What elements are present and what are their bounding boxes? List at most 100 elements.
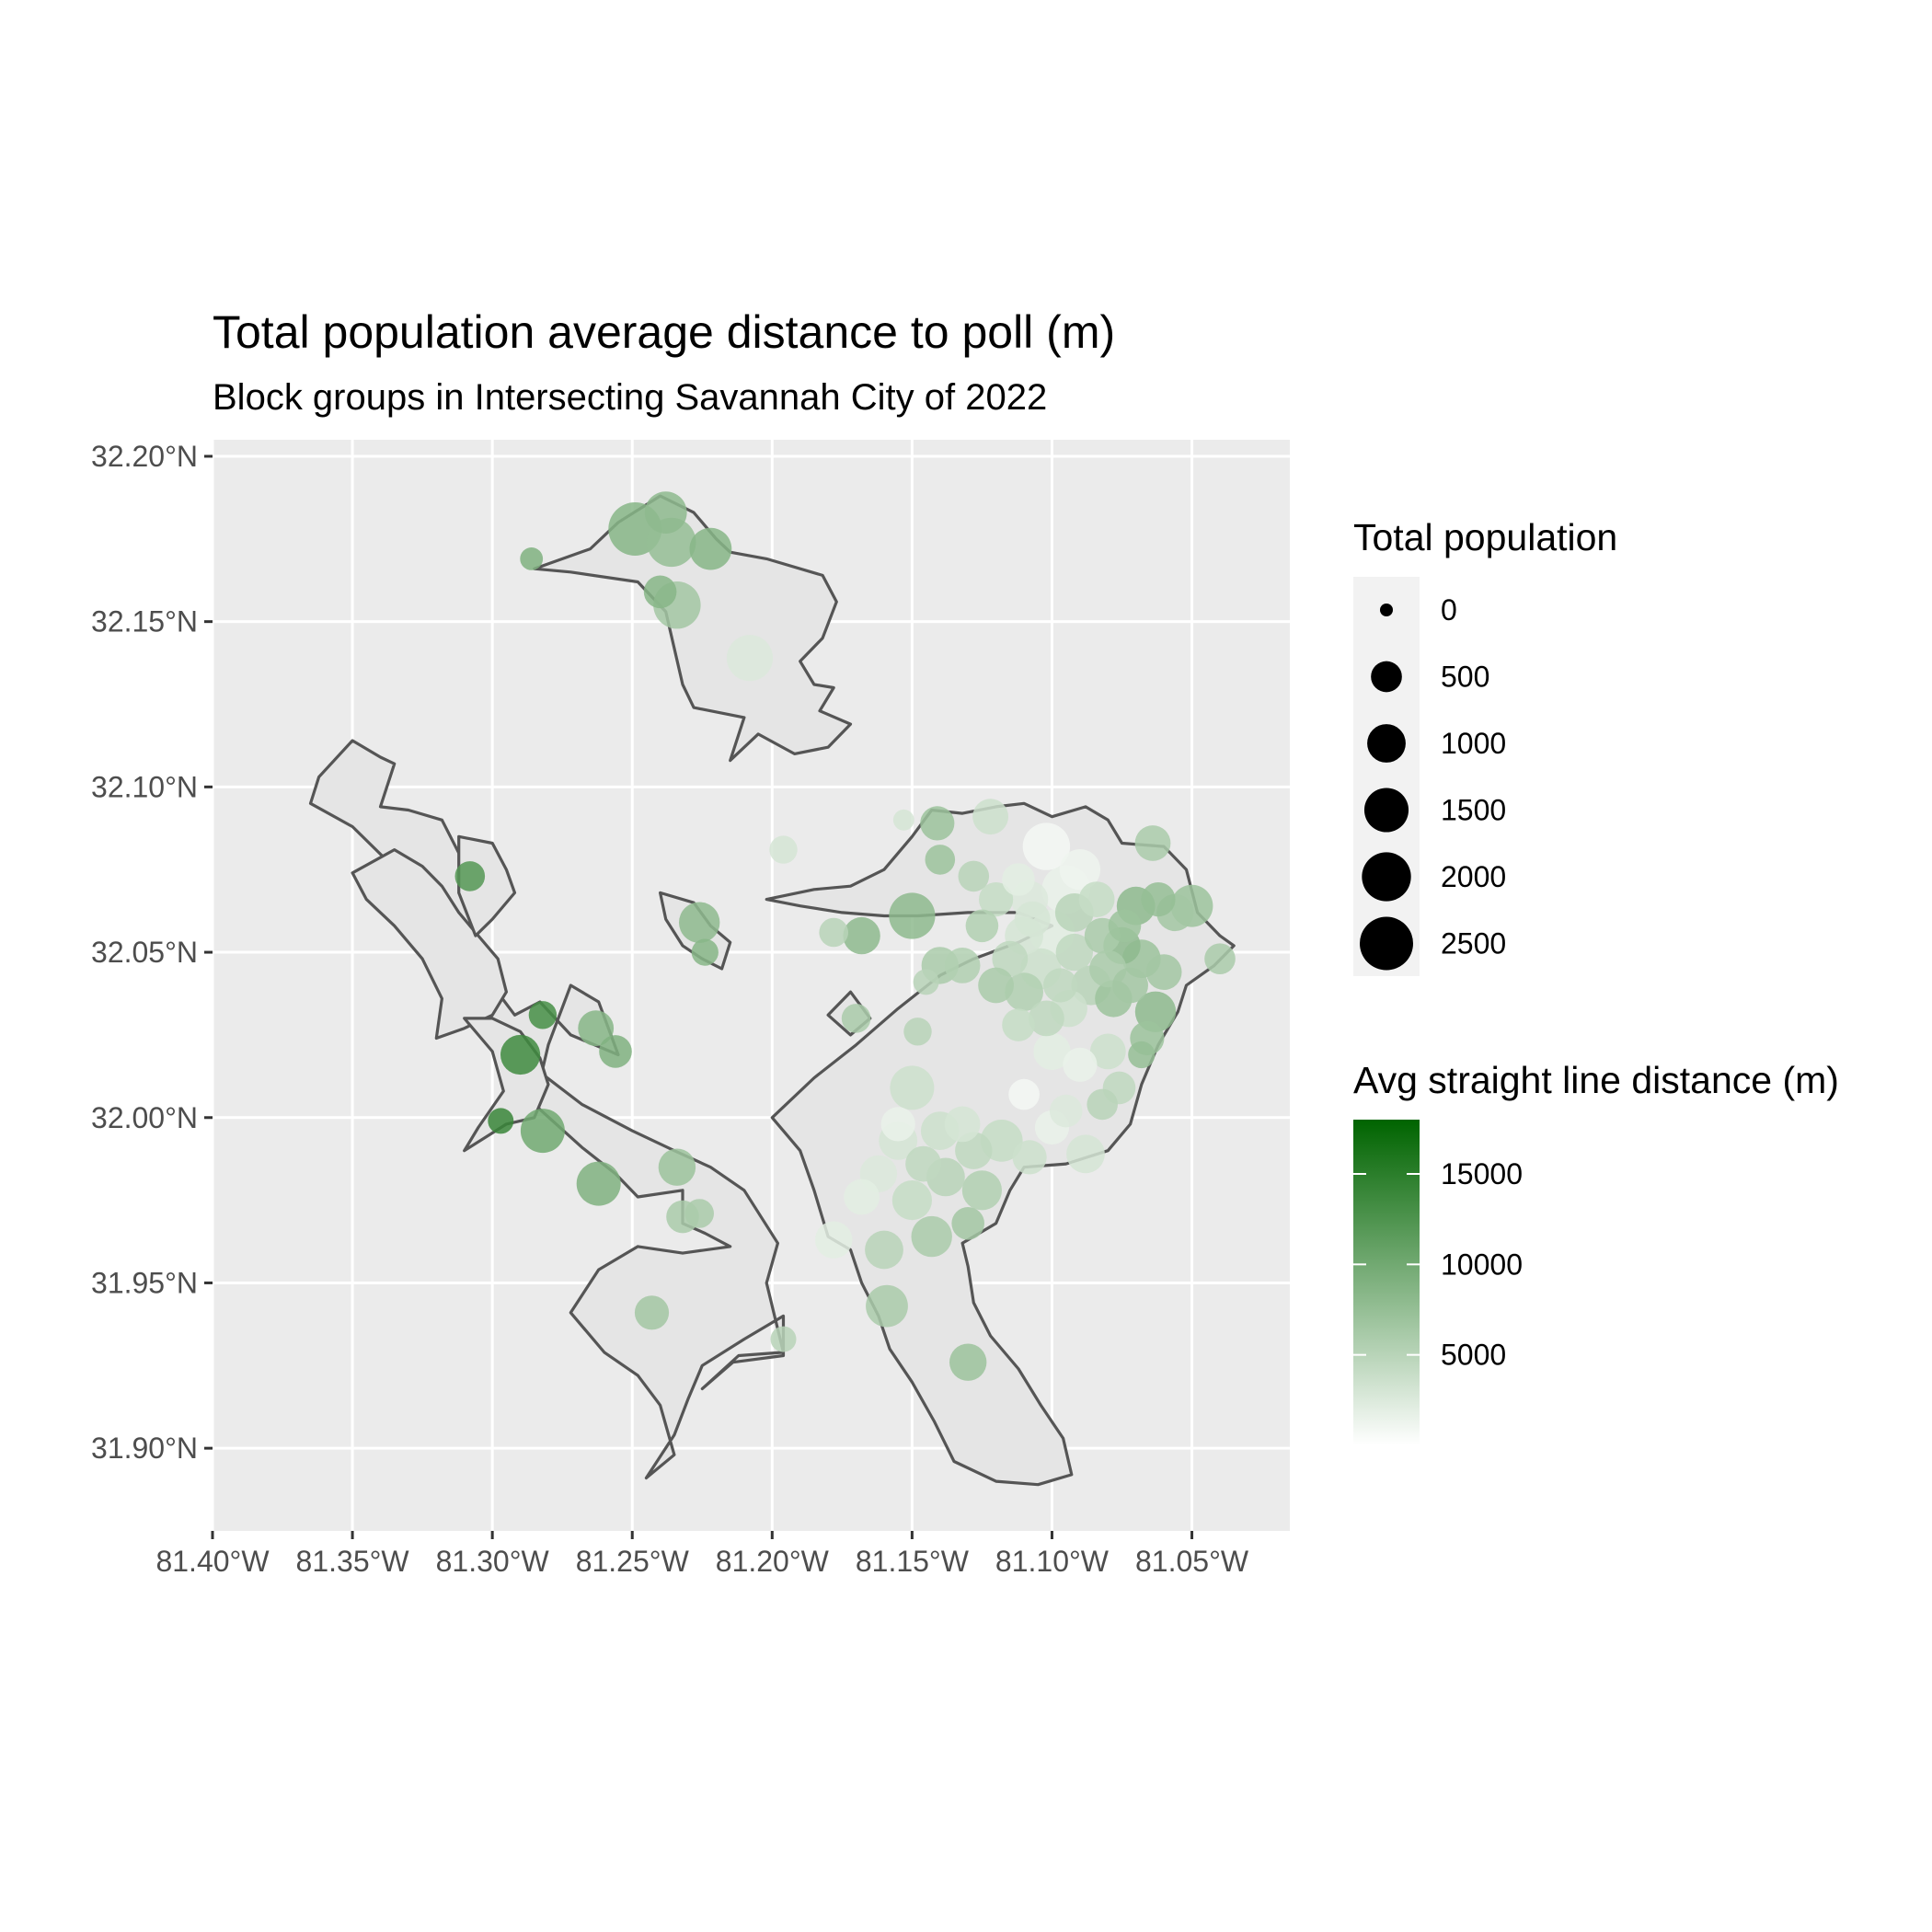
population-point bbox=[866, 1284, 908, 1328]
x-tick-label: 81.05°W bbox=[1135, 1545, 1249, 1578]
population-point bbox=[1029, 1000, 1064, 1037]
population-point bbox=[454, 861, 486, 891]
block-group-outline bbox=[351, 847, 509, 1041]
population-point bbox=[944, 948, 981, 983]
color-legend-title: Avg straight line distance (m) bbox=[1353, 1059, 1839, 1101]
population-point bbox=[841, 1004, 871, 1033]
color-legend: Avg straight line distance (m) 5000 10000… bbox=[1353, 1059, 1839, 1445]
y-tick-label: 32.20°N bbox=[91, 440, 198, 473]
population-point bbox=[1089, 1033, 1126, 1070]
x-tick-label: 81.40°W bbox=[155, 1545, 270, 1578]
population-point bbox=[944, 1106, 981, 1143]
population-point bbox=[1022, 822, 1071, 870]
y-tick-label: 31.95°N bbox=[91, 1266, 198, 1299]
population-point bbox=[819, 917, 848, 948]
population-point bbox=[865, 1230, 903, 1270]
population-point bbox=[965, 909, 999, 943]
color-legend-label: 15000 bbox=[1441, 1157, 1523, 1190]
population-point bbox=[1066, 1134, 1105, 1174]
y-axis: 32.20°N 32.15°N 32.10°N 32.05°N 32.00°N 31.95… bbox=[91, 440, 213, 1465]
size-legend-keys: 0 500 1000 1500 2000 2500 bbox=[1360, 593, 1506, 971]
population-point bbox=[644, 491, 687, 534]
population-point bbox=[925, 845, 956, 875]
size-legend-title: Total population bbox=[1353, 516, 1617, 558]
chart-title: Total population average distance to pol… bbox=[213, 306, 1115, 358]
x-axis: 81.40°W 81.35°W 81.30°W 81.25°W 81.20°W 81.15… bbox=[155, 1531, 1249, 1578]
population-point bbox=[1204, 943, 1236, 974]
x-tick-label: 81.30°W bbox=[436, 1545, 550, 1578]
population-point bbox=[1012, 1140, 1047, 1175]
population-point bbox=[1128, 1041, 1156, 1069]
population-point bbox=[978, 967, 1014, 1004]
population-point bbox=[1055, 933, 1094, 972]
population-point bbox=[1014, 901, 1051, 937]
population-point bbox=[1078, 881, 1115, 917]
population-point bbox=[1043, 968, 1078, 1003]
x-tick-label: 81.25°W bbox=[576, 1545, 690, 1578]
population-point bbox=[913, 969, 939, 995]
size-legend-key-background bbox=[1353, 577, 1420, 976]
color-legend-colorbar bbox=[1353, 1120, 1420, 1445]
block-group-outline bbox=[533, 494, 853, 763]
size-legend-key bbox=[1362, 852, 1411, 902]
population-point bbox=[1087, 1088, 1118, 1121]
size-legend: Total population 0 500 1000 1500 2000 2500 bbox=[1353, 516, 1617, 976]
y-tick-label: 32.05°N bbox=[91, 936, 198, 969]
x-tick-label: 81.15°W bbox=[856, 1545, 970, 1578]
population-point bbox=[500, 1034, 541, 1075]
population-point bbox=[769, 835, 798, 864]
color-legend-ticks: 5000 10000 15000 bbox=[1353, 1157, 1523, 1372]
population-point bbox=[958, 860, 990, 892]
population-point bbox=[891, 1180, 933, 1221]
size-legend-label: 0 bbox=[1441, 593, 1457, 627]
y-tick-label: 32.15°N bbox=[91, 605, 198, 638]
population-point bbox=[1033, 1032, 1071, 1071]
population-point bbox=[979, 882, 1014, 917]
population-point bbox=[843, 916, 880, 955]
population-point bbox=[920, 806, 955, 841]
population-point bbox=[1049, 1094, 1083, 1128]
population-point bbox=[1112, 967, 1148, 1004]
population-point bbox=[634, 1295, 670, 1330]
population-point bbox=[992, 940, 1029, 977]
population-point bbox=[961, 1170, 1002, 1211]
population-point bbox=[903, 1018, 932, 1046]
size-legend-label: 1500 bbox=[1441, 794, 1506, 827]
population-point bbox=[880, 1107, 915, 1142]
population-point bbox=[578, 1010, 615, 1047]
y-tick-label: 32.10°N bbox=[91, 770, 198, 803]
population-point bbox=[643, 575, 677, 609]
population-point bbox=[528, 1001, 558, 1029]
population-point bbox=[726, 635, 774, 682]
size-legend-label: 500 bbox=[1441, 661, 1489, 694]
population-point bbox=[599, 1035, 632, 1068]
chart-subtitle: Block groups in Intersecting Savannah Ci… bbox=[213, 377, 1047, 418]
population-point bbox=[520, 547, 544, 570]
population-point bbox=[1002, 863, 1035, 896]
population-point bbox=[488, 1108, 514, 1134]
population-point bbox=[1063, 1047, 1098, 1082]
y-tick-label: 32.00°N bbox=[91, 1101, 198, 1134]
population-point bbox=[972, 799, 1008, 835]
population-point bbox=[1145, 954, 1182, 990]
population-point bbox=[911, 1215, 952, 1258]
population-point bbox=[1141, 882, 1176, 917]
population-point bbox=[684, 1199, 714, 1228]
population-point bbox=[1002, 1008, 1035, 1041]
population-point bbox=[951, 1207, 984, 1240]
population-point bbox=[1134, 825, 1171, 861]
population-point bbox=[679, 902, 720, 943]
size-legend-key bbox=[1367, 724, 1406, 763]
size-legend-label: 2000 bbox=[1441, 860, 1506, 893]
population-point bbox=[949, 1343, 987, 1381]
size-legend-label: 1000 bbox=[1441, 727, 1506, 760]
x-tick-label: 81.35°W bbox=[296, 1545, 410, 1578]
color-legend-label: 5000 bbox=[1441, 1339, 1506, 1372]
population-point bbox=[770, 1326, 797, 1352]
population-point bbox=[691, 938, 719, 966]
x-tick-label: 81.20°W bbox=[716, 1545, 830, 1578]
size-legend-key bbox=[1360, 916, 1413, 971]
y-tick-label: 31.90°N bbox=[91, 1432, 198, 1465]
population-point bbox=[844, 1179, 880, 1215]
